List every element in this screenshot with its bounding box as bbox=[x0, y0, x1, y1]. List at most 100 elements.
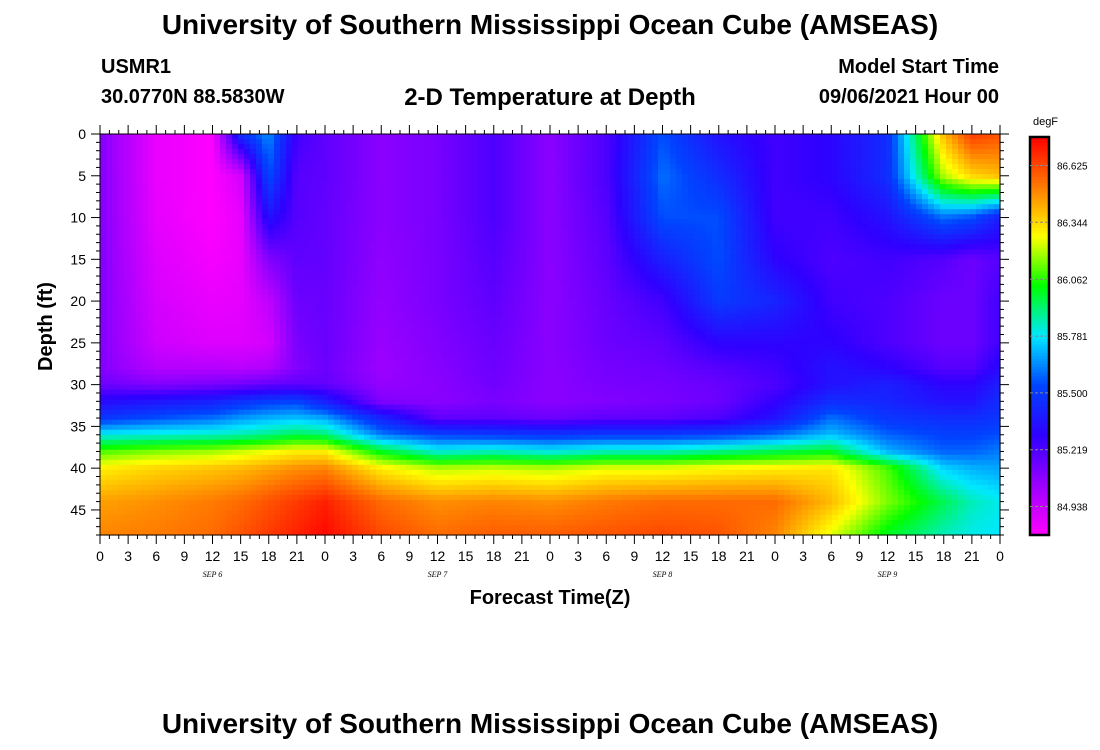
heatmap-cell bbox=[742, 184, 749, 190]
heatmap-cell bbox=[532, 219, 539, 225]
heatmap-cell bbox=[118, 254, 125, 260]
heatmap-cell bbox=[508, 144, 515, 150]
heatmap-cell bbox=[196, 239, 203, 245]
heatmap-cell bbox=[262, 269, 269, 275]
heatmap-cell bbox=[640, 224, 647, 230]
heatmap-cell bbox=[154, 179, 161, 185]
heatmap-cell bbox=[436, 179, 443, 185]
heatmap-cell bbox=[676, 214, 683, 220]
heatmap-cell bbox=[784, 239, 791, 245]
heatmap-cell bbox=[640, 209, 647, 215]
heatmap-cell bbox=[172, 149, 179, 155]
heatmap-cell bbox=[808, 219, 815, 225]
heatmap-cell bbox=[430, 194, 437, 200]
heatmap-cell bbox=[244, 144, 251, 150]
heatmap-cell bbox=[610, 174, 617, 180]
heatmap-cell bbox=[106, 214, 113, 220]
heatmap-cell bbox=[448, 229, 455, 235]
heatmap-cell bbox=[658, 289, 665, 295]
heatmap-cell bbox=[832, 159, 839, 165]
heatmap-cell bbox=[436, 264, 443, 270]
heatmap-cell bbox=[844, 139, 851, 145]
heatmap-cell bbox=[136, 159, 143, 165]
heatmap-cell bbox=[520, 274, 527, 280]
heatmap-cell bbox=[964, 294, 971, 301]
heatmap-cell bbox=[574, 259, 581, 265]
heatmap-cell bbox=[856, 244, 863, 250]
heatmap-cell bbox=[544, 284, 551, 290]
heatmap-cell bbox=[922, 274, 929, 280]
heatmap-cell bbox=[232, 234, 239, 240]
heatmap-cell bbox=[646, 239, 653, 245]
heatmap-cell bbox=[808, 189, 815, 195]
heatmap-cell bbox=[292, 204, 299, 210]
heatmap-cell bbox=[934, 279, 941, 285]
heatmap-cell bbox=[772, 169, 779, 175]
heatmap-cell bbox=[652, 134, 659, 140]
heatmap-cell bbox=[748, 179, 755, 185]
heatmap-cell bbox=[268, 164, 275, 170]
heatmap-cell bbox=[502, 159, 509, 165]
heatmap-cell bbox=[460, 149, 467, 155]
heatmap-cell bbox=[418, 229, 425, 235]
heatmap-cell bbox=[220, 274, 227, 280]
heatmap-cell bbox=[652, 149, 659, 155]
heatmap-cell bbox=[802, 204, 809, 210]
heatmap-cell bbox=[328, 274, 335, 280]
heatmap-cell bbox=[838, 154, 845, 160]
heatmap-cell bbox=[658, 279, 665, 285]
heatmap-cell bbox=[994, 194, 1001, 200]
heatmap-cell bbox=[550, 139, 557, 145]
heatmap-cell bbox=[874, 169, 881, 175]
heatmap-cell bbox=[424, 134, 431, 140]
heatmap-cell bbox=[874, 199, 881, 205]
heatmap-cell bbox=[736, 214, 743, 220]
heatmap-cell bbox=[454, 204, 461, 210]
heatmap-cell bbox=[688, 229, 695, 235]
heatmap-cell bbox=[652, 239, 659, 245]
heatmap-cell bbox=[178, 134, 185, 140]
heatmap-cell bbox=[340, 284, 347, 290]
heatmap-cell bbox=[586, 179, 593, 185]
heatmap-cell bbox=[850, 284, 857, 290]
heatmap-cell bbox=[250, 274, 257, 280]
heatmap-cell bbox=[220, 204, 227, 210]
heatmap-cell bbox=[142, 264, 149, 270]
heatmap-cell bbox=[610, 144, 617, 150]
heatmap-cell bbox=[754, 219, 761, 225]
heatmap-cell bbox=[436, 239, 443, 245]
heatmap-cell bbox=[244, 184, 251, 190]
heatmap-cell bbox=[460, 159, 467, 165]
heatmap-cell bbox=[718, 214, 725, 220]
heatmap-cell bbox=[286, 149, 293, 155]
heatmap-cell bbox=[766, 144, 773, 150]
heatmap-cell bbox=[250, 164, 257, 170]
heatmap-cell bbox=[568, 249, 575, 255]
heatmap-cell bbox=[298, 184, 305, 190]
heatmap-cell bbox=[706, 269, 713, 275]
heatmap-cell bbox=[376, 184, 383, 190]
heatmap-cell bbox=[814, 144, 821, 150]
heatmap-cell bbox=[958, 199, 965, 205]
heatmap-cell bbox=[736, 134, 743, 140]
heatmap-cell bbox=[736, 194, 743, 200]
heatmap-cell bbox=[904, 139, 911, 145]
heatmap-cell bbox=[622, 229, 629, 235]
heatmap-cell bbox=[178, 194, 185, 200]
heatmap-cell bbox=[862, 234, 869, 240]
heatmap-cell bbox=[682, 249, 689, 255]
heatmap-cell bbox=[658, 144, 665, 150]
heatmap-cell bbox=[202, 179, 209, 185]
heatmap-cell bbox=[184, 214, 191, 220]
heatmap-cell bbox=[286, 244, 293, 250]
heatmap-cell bbox=[880, 154, 887, 160]
heatmap-cell bbox=[484, 159, 491, 165]
heatmap-cell bbox=[838, 204, 845, 210]
heatmap-cell bbox=[286, 159, 293, 165]
heatmap-cell bbox=[412, 219, 419, 225]
heatmap-cell bbox=[634, 234, 641, 240]
heatmap-cell bbox=[646, 279, 653, 285]
heatmap-cell bbox=[868, 264, 875, 270]
heatmap-cell bbox=[466, 259, 473, 265]
heatmap-cell bbox=[748, 149, 755, 155]
